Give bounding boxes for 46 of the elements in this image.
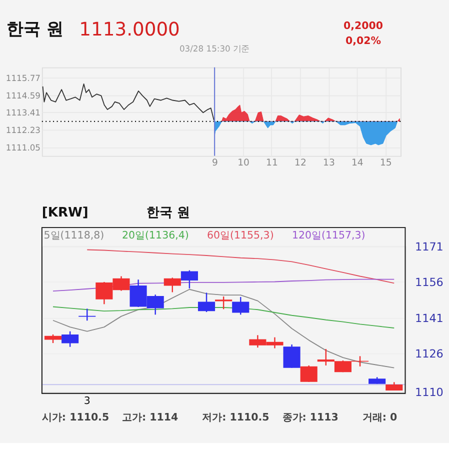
- line-series: [52, 288, 395, 368]
- candlestick: [180, 270, 198, 290]
- text: 고가: 1114: [122, 411, 178, 424]
- candlestick: [62, 330, 79, 348]
- y-tick-label: 1156: [415, 276, 444, 290]
- series-label: 60일(1155,3): [206, 230, 274, 242]
- line-series: [42, 83, 214, 121]
- x-tick-label: 12: [294, 158, 306, 169]
- text: [KRW]: [42, 205, 88, 220]
- text: 거래: 0: [362, 411, 398, 424]
- candlestick: [78, 308, 96, 322]
- x-tick-label: 11: [266, 158, 278, 169]
- candlestick: [283, 344, 300, 368]
- x-tick-label: 15: [380, 158, 392, 169]
- chart-title: 한국 원: [6, 18, 64, 39]
- x-tick-label: 13: [323, 158, 335, 169]
- y-tick-label: 1115.77: [6, 73, 41, 84]
- x-tick-label: 10: [238, 158, 250, 169]
- text: 03/28 15:30 기준: [179, 43, 250, 54]
- text: 종가: 1113: [282, 411, 338, 424]
- text: 5일(1118,8): [44, 230, 104, 242]
- y-tick-label: 1110: [415, 386, 444, 399]
- chart-subtitle: 1113.0000: [79, 20, 180, 41]
- text: 20일(1136,4): [122, 230, 189, 242]
- candlestick: [164, 277, 181, 293]
- y-tick-label: 1141: [415, 312, 444, 325]
- text: 저가: 1110.5: [202, 411, 270, 424]
- text: 시가: 1110.5: [42, 411, 110, 424]
- text: 120일(1157,3): [292, 230, 366, 242]
- line-series: [86, 249, 395, 284]
- y-tick-label: 1112.23: [6, 125, 41, 136]
- y-tick-label: 1126: [415, 348, 444, 361]
- candlestick: [232, 296, 250, 316]
- text: 0,2000: [344, 20, 384, 32]
- candlestick: [215, 296, 232, 310]
- chart-title: 한국 원: [146, 205, 190, 220]
- x-tick-label: 9: [212, 158, 218, 169]
- candlestick: [198, 292, 216, 313]
- y-tick-label: 1114.59: [6, 90, 41, 100]
- candlestick: [300, 364, 318, 383]
- x-tick-label: 14: [352, 158, 364, 169]
- y-tick-label: 1171: [415, 240, 444, 254]
- y-tick-label: 1111.05: [6, 142, 41, 152]
- y-tick-label: 1113.41: [6, 108, 41, 118]
- text: 0,02%: [346, 35, 382, 48]
- x-tick-label: 3: [84, 395, 90, 408]
